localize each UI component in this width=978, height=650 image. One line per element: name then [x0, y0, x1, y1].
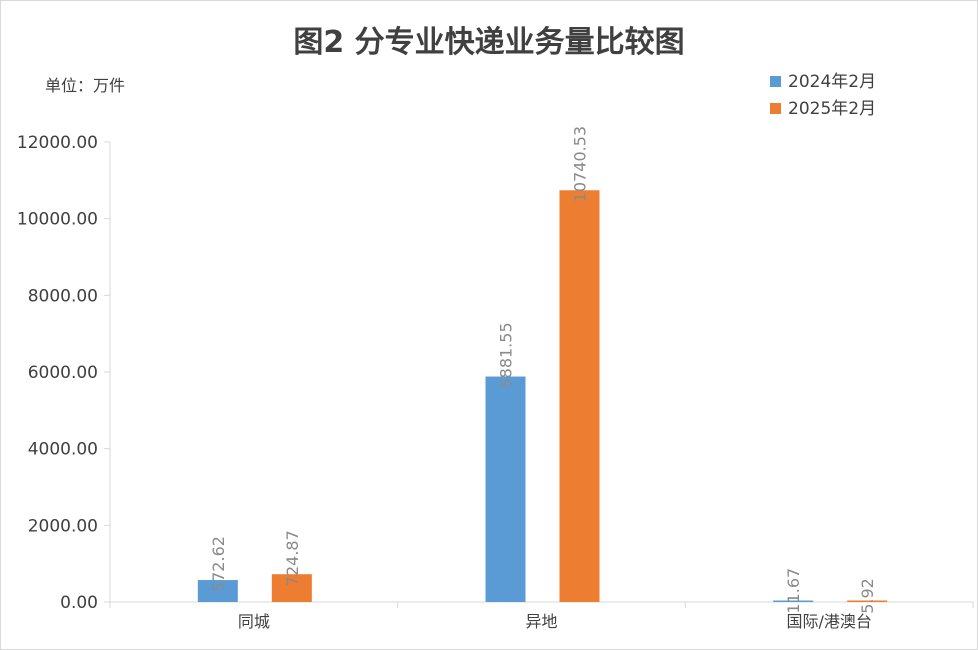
x-tick-label: 异地 [525, 612, 557, 631]
legend-swatch [770, 103, 781, 114]
chart-title: 图2 分专业快递业务量比较图 [293, 25, 684, 60]
bar-series-2024 [197, 580, 238, 602]
bar-series-2025 [271, 574, 312, 602]
y-tick-label: 2000.00 [28, 516, 98, 536]
data-label: 5881.55 [497, 322, 516, 388]
data-label: 5.92 [858, 578, 877, 614]
y-axis: 0.00 2000.00 4000.00 6000.00 8000.00 10000.00… [17, 133, 111, 613]
legend-swatch [770, 76, 781, 87]
x-axis: 同城 异地 国际/港澳台 [109, 601, 974, 631]
y-tick-label: 8000.00 [28, 286, 98, 306]
data-label: 11.67 [784, 568, 803, 614]
y-tick-label: 0.00 [60, 593, 98, 613]
legend-label: 2025年2月 [788, 99, 876, 119]
y-tick-label: 10000.00 [17, 210, 98, 230]
x-tick-label: 同城 [238, 612, 270, 631]
data-label: 10740.53 [571, 126, 590, 202]
bar-series-2025 [559, 190, 600, 603]
bar-series-2024 [773, 600, 814, 602]
legend: 2024年2月 2025年2月 [770, 72, 876, 119]
bar-series-2024 [485, 376, 526, 602]
y-tick-label: 6000.00 [28, 363, 98, 383]
data-labels: 572.62 5881.55 11.67 724.87 10740.53 5.92 [209, 126, 877, 614]
bar-series-2025 [847, 600, 888, 602]
data-label: 724.87 [283, 530, 302, 586]
x-tick-label: 国际/港澳台 [786, 612, 871, 631]
bars [197, 190, 888, 603]
y-tick-label: 12000.00 [17, 133, 98, 153]
y-tick-label: 4000.00 [28, 440, 98, 460]
unit-label: 单位：万件 [45, 76, 125, 95]
data-label: 572.62 [209, 536, 228, 592]
legend-label: 2024年2月 [788, 72, 876, 92]
